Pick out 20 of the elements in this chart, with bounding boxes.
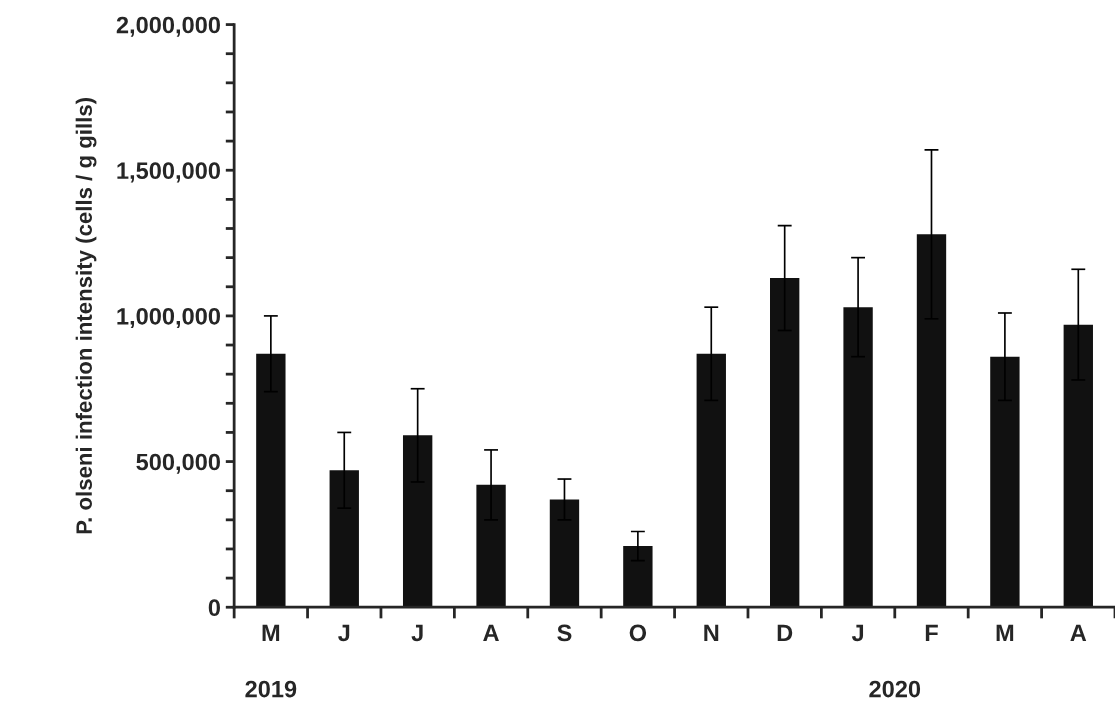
x-tick-label: J [851, 624, 864, 642]
x-tick-label: A [1070, 624, 1087, 642]
y-tick-label: 1,500,000 [117, 162, 220, 183]
y-tick-label: 1,000,000 [117, 307, 220, 329]
y-axis-title: P. olseni infection intensity (cells / g gills) [75, 98, 97, 534]
text: 2019 [245, 680, 297, 698]
x-tick-label: F [925, 624, 938, 642]
x-tick-label: J [411, 624, 423, 642]
x-tick-label: J [338, 624, 350, 642]
y-tick-label: 0 [208, 599, 220, 617]
y-tick-label: 2,000,000 [116, 16, 220, 37]
x-tick-label: M [262, 624, 280, 642]
x-tick-label: D [777, 624, 793, 642]
text: 2020 [869, 680, 921, 698]
x-tick-label: O [629, 624, 647, 642]
x-tick-label: S [557, 624, 572, 642]
y-tick-label: 500,000 [136, 453, 220, 474]
x-tick-label: N [704, 624, 719, 642]
x-tick-label: A [483, 624, 499, 642]
x-tick-label: M [996, 624, 1014, 642]
